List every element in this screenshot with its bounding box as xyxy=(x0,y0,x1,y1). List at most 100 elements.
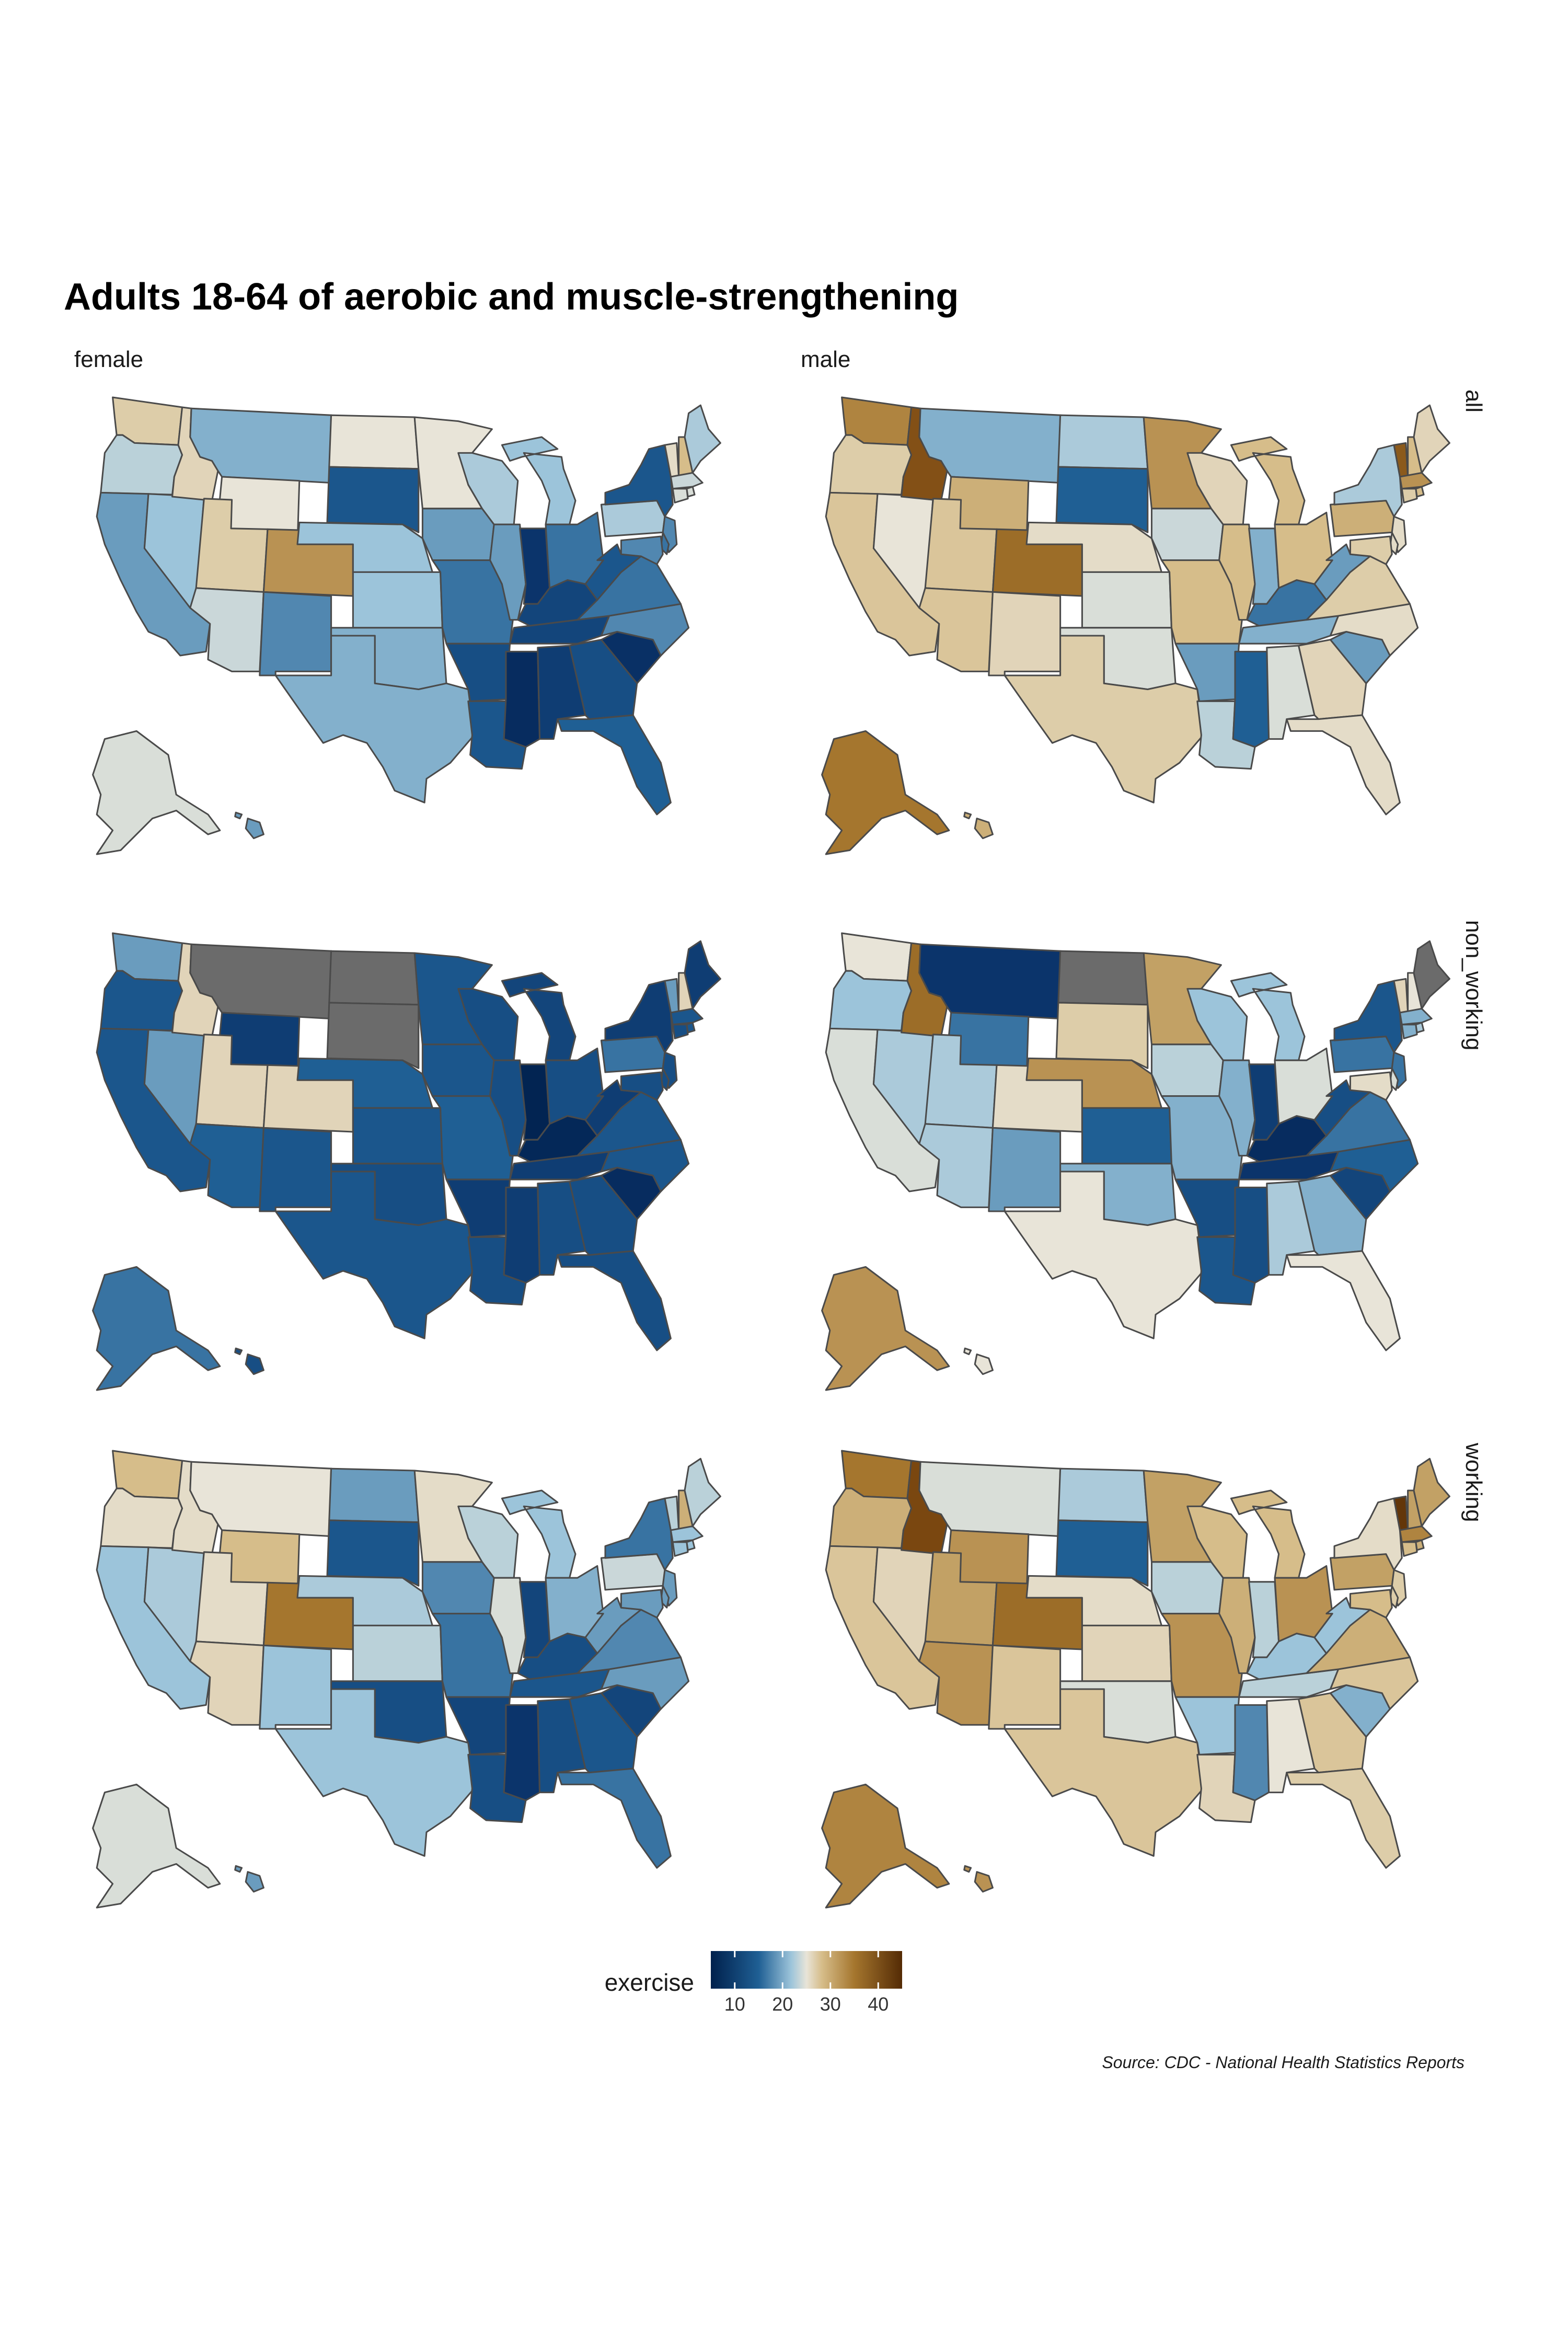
state-wv xyxy=(584,1079,642,1137)
state-nc xyxy=(1329,603,1419,657)
state-in xyxy=(519,1581,551,1658)
state-sd xyxy=(1055,1519,1149,1587)
map-female-working xyxy=(92,1450,721,1909)
state-fl xyxy=(557,714,672,816)
row-label-all: all xyxy=(1461,389,1486,412)
state-pa xyxy=(600,1553,666,1591)
state-ar xyxy=(445,643,511,702)
state-ct xyxy=(1401,1541,1418,1557)
legend-title: exercise xyxy=(605,1969,694,1996)
state-pa xyxy=(1329,1553,1395,1591)
state-nd xyxy=(328,414,420,470)
state-or xyxy=(100,434,183,496)
state-nc xyxy=(600,1656,690,1710)
legend-ticks: 10 20 30 40 xyxy=(724,1951,889,2015)
state-in xyxy=(519,527,551,605)
map-male-working xyxy=(821,1450,1450,1909)
state-nm xyxy=(259,1127,332,1212)
state-ct xyxy=(672,1024,689,1039)
state-ks xyxy=(352,1624,443,1682)
row-label-working: working xyxy=(1461,1442,1486,1522)
state-or xyxy=(829,434,913,496)
state-pa xyxy=(600,500,666,537)
state-nd xyxy=(1057,1467,1149,1523)
state-fl xyxy=(1286,1768,1401,1869)
state-ak xyxy=(821,1783,950,1909)
state-md xyxy=(620,535,664,565)
state-ks xyxy=(352,1107,443,1165)
state-me xyxy=(1413,940,1450,1009)
state-sd xyxy=(326,1002,420,1069)
state-ia xyxy=(1150,1043,1224,1097)
state-tx xyxy=(1004,1688,1204,1857)
state-fl xyxy=(557,1250,672,1351)
state-tx xyxy=(274,635,475,804)
state-ar xyxy=(1174,1696,1240,1756)
state-nm xyxy=(259,591,332,676)
state-hi xyxy=(234,811,264,840)
state-ak xyxy=(821,1266,950,1391)
state-in xyxy=(1248,1581,1280,1658)
state-ma xyxy=(1399,1525,1433,1543)
state-pa xyxy=(1329,1036,1395,1073)
map-female-all xyxy=(92,396,721,855)
state-or xyxy=(829,1487,913,1549)
state-ms xyxy=(1232,650,1270,748)
state-hi xyxy=(234,1347,264,1375)
column-label-female: female xyxy=(74,347,143,372)
state-in xyxy=(1248,527,1280,605)
state-ma xyxy=(1399,1007,1433,1026)
state-ms xyxy=(1232,1186,1270,1284)
color-legend: exercise 10 20 30 40 xyxy=(605,1951,902,2015)
state-md xyxy=(620,1071,664,1101)
state-me xyxy=(1413,404,1450,474)
state-sd xyxy=(1055,1002,1149,1069)
state-ct xyxy=(1401,488,1418,503)
state-nd xyxy=(328,1467,420,1523)
state-hi xyxy=(963,1347,994,1375)
state-nd xyxy=(1057,950,1149,1006)
state-nd xyxy=(328,950,420,1006)
state-sd xyxy=(326,466,420,533)
state-ks xyxy=(1081,1624,1172,1682)
state-ct xyxy=(672,1541,689,1557)
state-ms xyxy=(1232,1704,1270,1802)
legend-tick-label: 20 xyxy=(772,1993,793,2015)
chart-title: Adults 18-64 of aerobic and muscle-stren… xyxy=(64,276,959,318)
state-md xyxy=(620,1589,664,1619)
state-ma xyxy=(670,1525,704,1543)
state-wv xyxy=(1313,1079,1371,1137)
state-wv xyxy=(584,1597,642,1655)
state-pa xyxy=(600,1036,666,1073)
state-ia xyxy=(1150,1561,1224,1615)
state-ma xyxy=(670,472,704,490)
state-in xyxy=(519,1063,551,1141)
state-or xyxy=(100,970,183,1031)
state-ar xyxy=(445,1178,511,1238)
state-ia xyxy=(1150,508,1224,561)
state-nm xyxy=(988,591,1062,676)
state-nc xyxy=(1329,1656,1419,1710)
state-ms xyxy=(503,1186,541,1284)
state-ar xyxy=(445,1696,511,1756)
state-hi xyxy=(963,1865,994,1893)
state-ms xyxy=(503,1704,541,1802)
state-ct xyxy=(672,488,689,503)
state-ak xyxy=(821,730,950,855)
map-female-non_working xyxy=(92,932,721,1391)
state-me xyxy=(684,404,721,474)
legend-tick-label: 30 xyxy=(820,1993,841,2015)
state-nm xyxy=(259,1644,332,1730)
state-tx xyxy=(274,1688,475,1857)
map-male-all xyxy=(821,396,1450,855)
state-ak xyxy=(92,730,221,855)
state-nc xyxy=(600,603,690,657)
state-ma xyxy=(670,1007,704,1026)
state-ar xyxy=(1174,643,1240,702)
state-nd xyxy=(1057,414,1149,470)
state-fl xyxy=(557,1768,672,1869)
state-me xyxy=(1413,1458,1450,1527)
legend-colorbar xyxy=(711,1951,902,1989)
state-pa xyxy=(1329,500,1395,537)
state-or xyxy=(829,970,913,1031)
